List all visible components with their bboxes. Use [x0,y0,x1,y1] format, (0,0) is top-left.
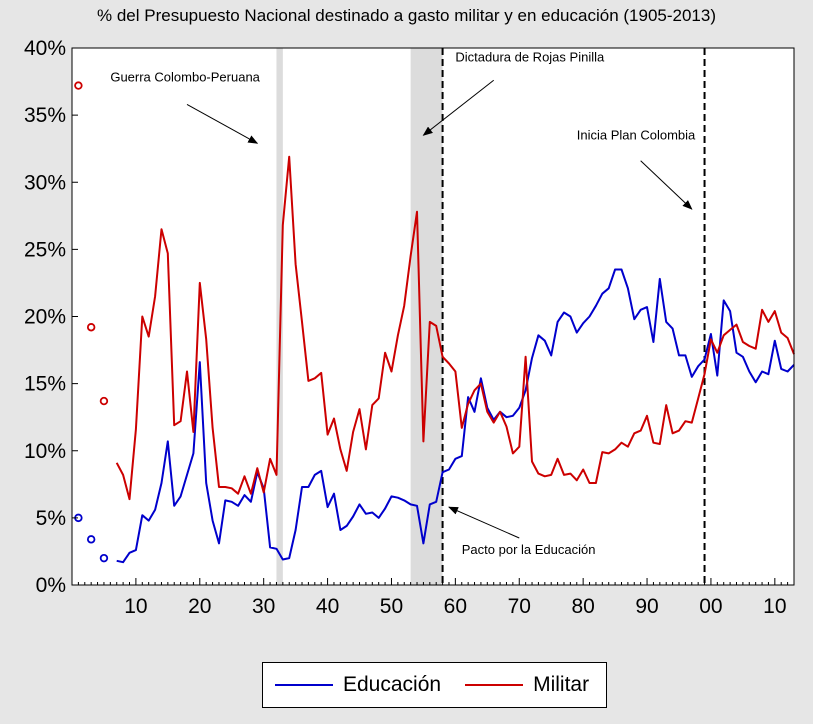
isolated-point-educacion-2 [99,553,109,563]
x-tick-label-1: 20 [188,595,211,618]
y-axis: 0% 5% 10% 15% 20% 25% 30% 35% 40% [24,37,78,597]
series-line-educacion [116,268,795,564]
y-tick-label-7: 35% [24,104,66,127]
annotation-arrow-0 [186,103,259,144]
isolated-point-militar-1 [86,323,96,332]
x-axis: 10 20 30 40 50 60 70 80 90 00 10 [77,578,795,618]
legend-swatch-militar [465,684,524,686]
x-tick-label-0: 10 [124,595,147,618]
annotation-label-0: Guerra Colombo-Peruana [110,70,260,85]
series-militar [74,81,795,501]
annotation-layer: Guerra Colombo-Peruana Dictadura de Rojas… [110,49,696,557]
x-tick-label-9: 00 [699,595,722,618]
annotation-arrow-2 [640,160,693,210]
series-line-militar [115,155,795,501]
legend-item-militar: Militar [441,673,589,697]
annotation-label-3: Pacto por la Educación [462,542,596,557]
legend-label-educacion: Educación [343,673,442,696]
x-tick-label-7: 80 [571,595,594,618]
legend: Educación Militar [262,662,607,708]
y-tick-label-5: 25% [24,238,66,261]
y-tick-label-6: 30% [24,171,66,194]
series-layer [74,81,795,564]
annotation-arrow-3 [448,506,520,539]
annotation-label-2: Inicia Plan Colombia [577,127,696,142]
x-tick-label-5: 60 [444,595,467,618]
chart-title: % del Presupuesto Nacional destinado a g… [97,6,716,25]
isolated-point-militar-2 [99,396,109,406]
vertical-reference-lines [441,48,706,585]
x-tick-label-4: 50 [380,595,403,618]
annotation-label-1: Dictadura de Rojas Pinilla [455,49,605,64]
x-tick-label-10: 10 [763,595,786,618]
isolated-point-militar-0 [74,81,83,90]
y-tick-label-3: 15% [24,373,66,396]
isolated-point-educacion-1 [86,535,96,544]
x-tick-label-3: 40 [316,595,339,618]
x-tick-label-2: 30 [252,595,275,618]
legend-swatch-educacion [275,684,333,686]
y-tick-label-0: 0% [36,574,66,597]
legend-label-militar: Militar [533,673,590,696]
y-tick-label-4: 20% [24,306,66,329]
legend-item-educacion: Educación [263,673,441,697]
y-tick-label-8: 40% [24,37,66,60]
x-tick-label-8: 90 [635,595,658,618]
y-tick-label-2: 10% [24,440,66,463]
annotation-arrow-1 [422,79,495,136]
y-tick-label-1: 5% [36,507,66,530]
x-tick-label-6: 70 [508,595,531,618]
